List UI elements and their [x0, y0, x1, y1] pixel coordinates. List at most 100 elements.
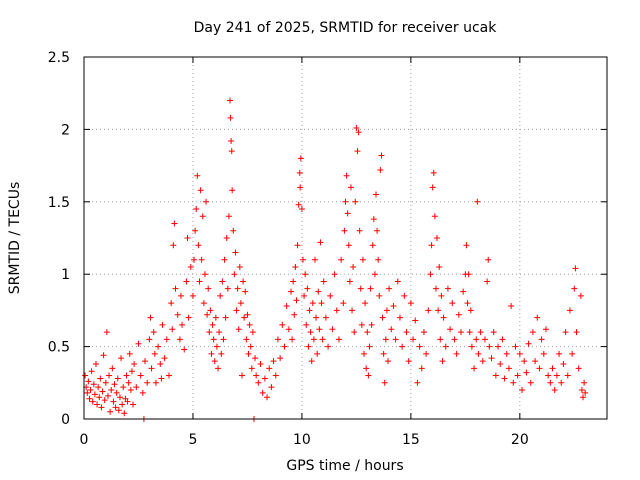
data-point — [297, 155, 304, 162]
data-point — [401, 292, 408, 299]
data-point — [440, 314, 447, 321]
y-axis-ticks: 0 0.5 1 1.5 2 2.5 — [48, 50, 607, 428]
data-point — [220, 336, 227, 343]
data-point — [246, 321, 253, 328]
data-point — [295, 201, 302, 208]
data-point — [342, 198, 349, 205]
data-point — [307, 329, 314, 336]
y-tick-label: 1 — [61, 267, 70, 283]
data-point — [363, 365, 370, 372]
data-point — [416, 343, 423, 350]
data-point — [346, 278, 353, 285]
data-point — [277, 355, 284, 362]
data-point — [207, 307, 214, 314]
data-point — [238, 372, 245, 379]
data-point — [224, 285, 231, 292]
data-point — [194, 172, 201, 179]
data-point — [292, 263, 299, 270]
data-point — [155, 343, 162, 350]
data-point — [161, 355, 168, 362]
data-point — [302, 271, 309, 278]
data-point — [255, 379, 262, 386]
data-point — [127, 387, 134, 394]
data-point — [384, 358, 391, 365]
data-point — [314, 350, 321, 357]
data-point — [497, 360, 504, 367]
data-point — [437, 336, 444, 343]
data-point — [279, 321, 286, 328]
data-point — [172, 285, 179, 292]
data-point — [423, 350, 430, 357]
data-point — [534, 314, 541, 321]
data-point — [204, 311, 211, 318]
data-point — [322, 314, 329, 321]
data-point — [359, 256, 366, 263]
data-point — [131, 360, 138, 367]
plot-frame — [83, 56, 608, 420]
data-point — [438, 292, 445, 299]
data-point — [490, 329, 497, 336]
data-point — [102, 379, 109, 386]
data-point — [519, 387, 526, 394]
data-point — [228, 148, 235, 155]
data-point — [272, 372, 279, 379]
data-point — [201, 271, 208, 278]
data-point — [333, 307, 340, 314]
data-point — [125, 379, 132, 386]
data-point — [96, 394, 103, 401]
data-point — [319, 336, 326, 343]
data-point — [283, 303, 290, 310]
data-point — [225, 213, 232, 220]
data-point — [341, 227, 348, 234]
data-point — [218, 350, 225, 357]
data-point — [247, 343, 254, 350]
data-point — [205, 285, 212, 292]
data-point — [444, 285, 451, 292]
y-tick-label: 2 — [61, 122, 70, 138]
data-point — [369, 242, 376, 249]
data-point — [542, 326, 549, 333]
data-point — [124, 398, 131, 405]
data-point — [85, 378, 92, 385]
data-point — [350, 263, 357, 270]
data-point — [231, 271, 238, 278]
data-point — [551, 387, 558, 394]
data-point — [375, 256, 382, 263]
data-point — [331, 271, 338, 278]
data-point — [425, 307, 432, 314]
data-point — [176, 336, 183, 343]
data-point — [553, 372, 560, 379]
data-point — [306, 307, 313, 314]
data-point — [211, 358, 218, 365]
data-point — [439, 358, 446, 365]
data-point — [289, 336, 296, 343]
data-point — [196, 278, 203, 285]
chart-title: Day 241 of 2025, SRMTID for receiver uca… — [194, 20, 498, 36]
data-point — [259, 389, 266, 396]
data-point — [248, 365, 255, 372]
data-point — [571, 285, 578, 292]
data-point — [253, 372, 260, 379]
data-point — [213, 343, 220, 350]
data-point — [464, 300, 471, 307]
data-point — [234, 285, 241, 292]
data-point — [112, 404, 119, 411]
data-point — [296, 169, 303, 176]
data-point — [165, 372, 172, 379]
data-point — [311, 256, 318, 263]
data-point — [335, 336, 342, 343]
data-point — [209, 321, 216, 328]
data-point — [135, 340, 142, 347]
data-point — [510, 379, 517, 386]
data-point — [232, 249, 239, 256]
x-tick-label: 10 — [293, 432, 311, 448]
data-point — [345, 242, 352, 249]
data-point — [431, 213, 438, 220]
data-point — [84, 389, 91, 396]
data-point — [380, 350, 387, 357]
data-point — [560, 360, 567, 367]
data-point — [281, 343, 288, 350]
data-point — [362, 300, 369, 307]
data-point — [82, 372, 89, 379]
data-point — [351, 329, 358, 336]
